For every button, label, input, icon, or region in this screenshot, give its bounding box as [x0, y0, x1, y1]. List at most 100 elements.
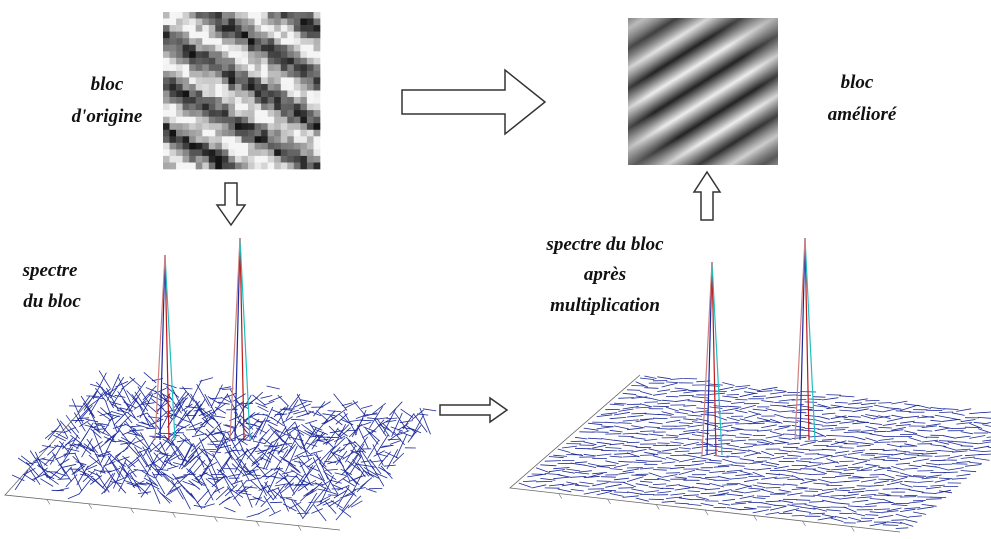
pixel — [261, 45, 268, 52]
pixel — [294, 91, 301, 98]
mesh-line — [982, 425, 991, 428]
pixel — [215, 12, 222, 19]
pixel — [163, 123, 170, 130]
pixel — [176, 130, 183, 137]
pixel — [242, 163, 249, 170]
mesh-line — [822, 439, 836, 440]
pixel — [183, 104, 190, 111]
mesh-line — [800, 406, 813, 408]
mesh-line — [657, 414, 671, 415]
mesh-line — [904, 455, 919, 456]
mesh-line — [835, 503, 850, 504]
mesh-line — [662, 383, 678, 387]
pixel — [300, 117, 307, 124]
mesh-line — [857, 486, 871, 487]
pixel — [228, 64, 235, 71]
pixel — [314, 58, 321, 65]
mesh-line — [796, 510, 811, 512]
mesh-line — [792, 451, 805, 453]
mesh-line — [261, 396, 273, 399]
mesh-line — [952, 441, 966, 442]
pixel — [274, 45, 281, 52]
mesh-line — [753, 485, 766, 488]
mesh-line — [381, 466, 393, 479]
pixel — [176, 25, 183, 32]
mesh-line — [389, 402, 402, 416]
mesh-line — [657, 492, 671, 494]
mesh-line — [982, 439, 991, 441]
mesh-line — [657, 377, 670, 379]
pixel — [222, 110, 229, 117]
pixel — [222, 91, 229, 98]
pixel — [281, 38, 288, 45]
mesh-line — [822, 489, 837, 491]
mesh-line — [792, 488, 807, 489]
pixel — [170, 77, 177, 84]
pixel — [248, 71, 255, 78]
mesh-line — [943, 436, 956, 439]
pixel — [255, 163, 262, 170]
mesh-line — [571, 476, 587, 477]
mesh-line — [200, 378, 213, 382]
pixel — [287, 123, 294, 130]
pixel — [274, 143, 281, 150]
mesh-line — [206, 429, 218, 441]
mesh-line — [644, 452, 658, 455]
mesh-line — [852, 409, 868, 412]
mesh-line — [870, 512, 883, 513]
pixel — [287, 64, 294, 71]
pixel — [261, 51, 268, 58]
mesh-line — [974, 458, 990, 460]
mesh-line — [909, 465, 922, 467]
mesh-line — [623, 393, 637, 394]
pixel — [242, 64, 249, 71]
pixel — [261, 71, 268, 78]
mesh-line — [692, 397, 708, 398]
mesh-line — [400, 421, 413, 423]
pixel — [307, 104, 314, 111]
pixel — [202, 156, 209, 163]
pixel — [248, 91, 255, 98]
mesh-line — [231, 480, 242, 484]
mesh-line — [982, 451, 991, 452]
pixel — [307, 130, 314, 137]
mesh-line — [666, 457, 679, 461]
mesh-line — [662, 462, 676, 464]
mesh-line — [701, 414, 714, 415]
label: bloc — [91, 74, 124, 95]
pixel — [163, 156, 170, 163]
mesh-line — [86, 396, 99, 397]
pixel — [242, 84, 249, 91]
mesh-line — [948, 442, 963, 446]
mesh-line — [657, 443, 669, 444]
mesh-line — [353, 400, 366, 416]
mesh-line — [731, 465, 745, 466]
mesh-line — [714, 466, 730, 467]
pixel — [163, 130, 170, 137]
pixel — [228, 32, 235, 39]
pixel — [209, 143, 216, 150]
mesh-line — [205, 433, 218, 449]
mesh-line — [883, 460, 898, 461]
mesh-line — [636, 498, 649, 501]
mesh-line — [250, 438, 263, 455]
pixel — [209, 163, 216, 170]
mesh-line — [133, 381, 146, 400]
mesh-line — [605, 484, 621, 487]
mesh-line — [66, 474, 77, 487]
pixel — [222, 64, 229, 71]
mesh-line — [926, 463, 940, 465]
pixel — [209, 136, 216, 143]
pixel — [274, 163, 281, 170]
mesh-line — [792, 437, 807, 438]
mesh-line — [818, 479, 832, 483]
mesh-line — [874, 481, 889, 484]
axis-tick — [214, 517, 217, 522]
pixel — [209, 84, 216, 91]
pixel — [222, 163, 229, 170]
pixel — [209, 64, 216, 71]
pixel — [268, 163, 275, 170]
mesh-line — [839, 473, 854, 474]
mesh-line — [367, 418, 378, 419]
pixel — [294, 58, 301, 65]
